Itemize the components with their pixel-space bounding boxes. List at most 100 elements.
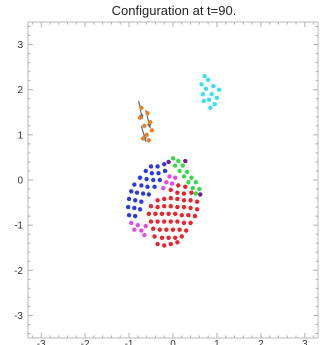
orange-point-1 — [145, 110, 150, 116]
red-point-29 — [148, 219, 154, 224]
green-point-10 — [190, 185, 195, 191]
blue-point-22 — [125, 204, 131, 210]
red-point-13 — [148, 203, 154, 209]
y-tick-label: 0 — [17, 176, 23, 187]
red-point-21 — [146, 211, 152, 217]
y-tick-label: 3 — [17, 40, 23, 51]
purple-point-1 — [198, 192, 203, 197]
red-point-45 — [172, 235, 178, 240]
x-tick-label: 3 — [302, 339, 308, 345]
chart-title: Configuration at t=90. — [112, 3, 237, 18]
red-point-11 — [188, 198, 193, 203]
x-tick-labels: -3 -2 -1 0 1 2 3 — [37, 339, 308, 345]
red-point-1 — [183, 184, 188, 189]
cyan-point-5 — [216, 87, 222, 92]
red-point-32 — [168, 219, 174, 224]
cyan-point-1 — [205, 77, 211, 82]
magenta-point-6 — [135, 222, 141, 228]
green-point-0 — [170, 156, 176, 161]
red-point-37 — [157, 227, 163, 232]
red-point-17 — [175, 204, 180, 210]
blue-point-15 — [129, 189, 134, 194]
magenta-point-8 — [139, 228, 144, 233]
blue-point-4 — [149, 171, 155, 176]
red-point-25 — [172, 211, 178, 217]
green-point-7 — [189, 175, 194, 180]
orange-point-2 — [137, 115, 143, 120]
orange-point-8 — [146, 138, 152, 143]
red-point-2 — [189, 190, 194, 195]
red-point-39 — [170, 227, 176, 232]
y-tick-label: -2 — [14, 266, 23, 277]
orange-point-0 — [139, 105, 144, 110]
orange-point-5 — [149, 128, 155, 133]
blue-point-26 — [133, 213, 138, 219]
green-point-5 — [184, 169, 190, 175]
red-point-8 — [168, 195, 174, 201]
blue-point-3 — [143, 168, 148, 174]
cyan-point-12 — [208, 105, 213, 110]
red-point-34 — [181, 220, 187, 226]
green-point-4 — [177, 168, 182, 174]
x-tick-label: 2 — [258, 339, 264, 345]
blue-point-10 — [157, 177, 163, 183]
red-point-33 — [175, 219, 180, 224]
green-point-8 — [186, 180, 191, 185]
y-tick-label: -3 — [14, 311, 23, 322]
magenta-point-9 — [143, 223, 148, 229]
red-point-30 — [155, 219, 160, 224]
orange-point-6 — [144, 132, 149, 138]
red-point-9 — [175, 196, 180, 202]
red-point-27 — [186, 213, 191, 218]
red-point-40 — [177, 227, 182, 232]
red-point-28 — [192, 213, 198, 219]
red-point-19 — [188, 205, 193, 211]
red-point-44 — [166, 235, 171, 240]
red-point-4 — [175, 190, 180, 195]
blue-point-21 — [139, 199, 144, 204]
red-point-38 — [164, 227, 169, 232]
cyan-point-8 — [214, 95, 220, 101]
red-point-50 — [175, 240, 180, 245]
green-point-9 — [193, 180, 199, 185]
red-point-46 — [179, 234, 184, 239]
blue-point-14 — [152, 184, 157, 189]
magenta-point-3 — [169, 181, 175, 186]
axis-ticks — [28, 22, 318, 338]
plot-frame — [27, 21, 319, 339]
purple-point-0 — [183, 158, 188, 164]
cyan-point-11 — [212, 101, 217, 107]
orange-point-7 — [140, 136, 146, 141]
red-point-36 — [151, 226, 156, 231]
blue-point-12 — [139, 183, 144, 188]
x-tick-label: -1 — [125, 339, 134, 345]
cyan-point-7 — [200, 92, 206, 97]
red-point-15 — [162, 203, 167, 209]
red-point-22 — [153, 211, 158, 217]
red-point-5 — [181, 191, 187, 196]
orange-point-3 — [147, 120, 153, 125]
magenta-point-1 — [172, 175, 178, 180]
blue-point-7 — [137, 175, 143, 180]
magenta-point-4 — [161, 185, 166, 191]
red-point-7 — [162, 196, 167, 202]
red-point-14 — [155, 204, 160, 210]
red-point-35 — [188, 220, 193, 226]
cyan-point-2 — [199, 82, 204, 87]
cyan-point-0 — [202, 73, 207, 79]
y-tick-label: 1 — [17, 130, 23, 141]
x-tick-label: -2 — [81, 339, 90, 345]
red-point-43 — [159, 235, 165, 240]
blue-point-9 — [151, 177, 156, 183]
blue-point-16 — [134, 190, 140, 195]
x-tick-label: 1 — [214, 339, 220, 345]
blue-point-24 — [137, 207, 143, 212]
magenta-point-0 — [167, 174, 172, 179]
particle-points — [125, 73, 222, 248]
x-tick-label: -3 — [37, 339, 46, 345]
blue-point-18 — [146, 192, 152, 197]
red-point-49 — [168, 241, 174, 247]
x-tick-label: 0 — [170, 339, 176, 345]
green-point-12 — [193, 191, 199, 196]
